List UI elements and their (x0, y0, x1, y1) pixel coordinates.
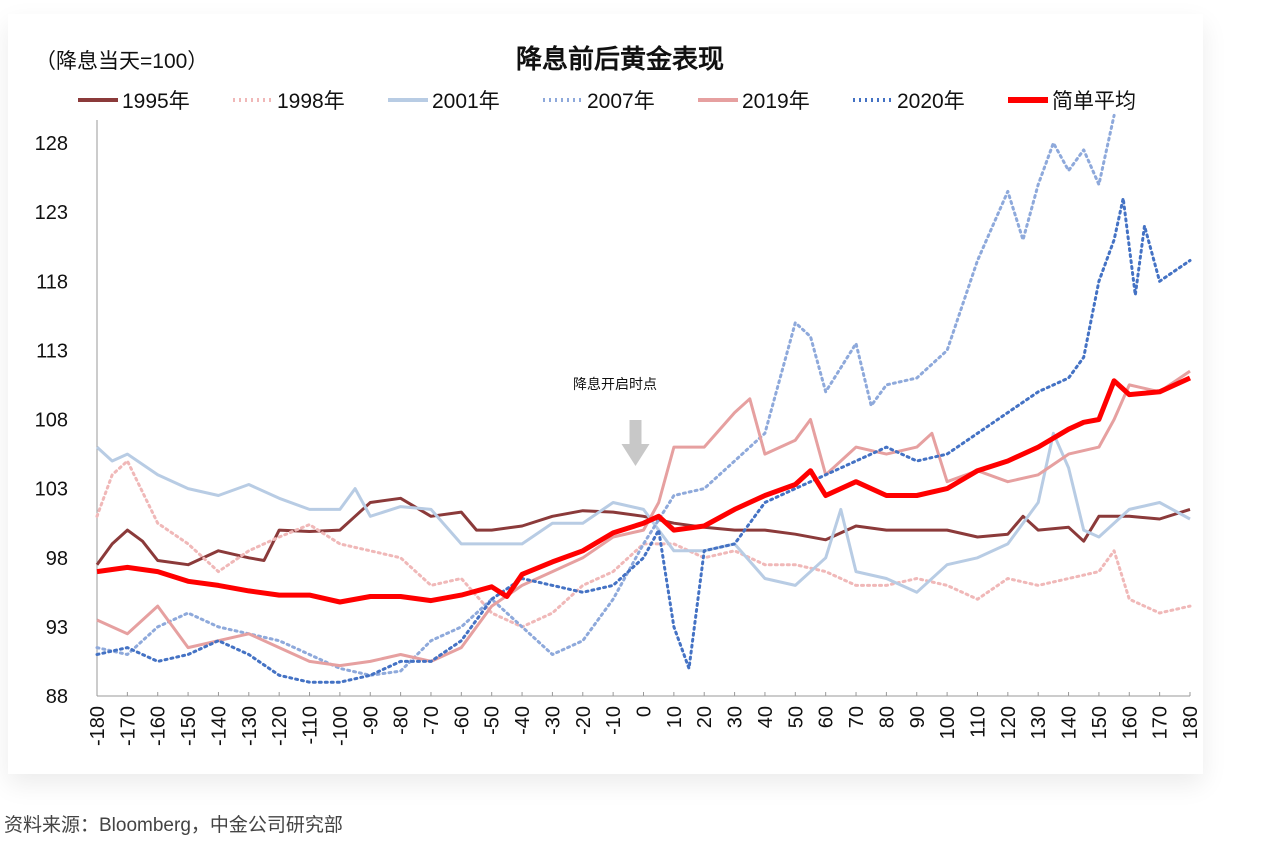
x-tick-label: -40 (512, 706, 534, 735)
x-tick-label: 40 (755, 706, 777, 728)
x-tick-label: 70 (846, 706, 868, 728)
y-tick-label: 93 (46, 617, 68, 639)
x-tick-label: 140 (1059, 706, 1081, 739)
y-tick-label: 98 (46, 548, 68, 570)
x-tick-label: -80 (391, 706, 413, 735)
x-tick-label: 0 (634, 706, 656, 717)
annotation-label: 降息开启时点 (573, 376, 657, 392)
x-tick-label: -30 (542, 706, 564, 735)
x-tick-label: -180 (87, 706, 109, 746)
x-tick-label: 80 (876, 706, 898, 728)
series-lines (95, 113, 1192, 684)
x-tick-label: 160 (1119, 706, 1141, 739)
x-tick-label: 170 (1150, 706, 1172, 739)
x-tick-label: 30 (725, 706, 747, 728)
y-tick-label: 108 (35, 410, 68, 432)
x-tick-label: -130 (239, 706, 261, 746)
axes: 88 93 98 103 108 113 118 123 128 -180 -170 -160 -150… (35, 120, 1202, 746)
x-tick-label: 150 (1089, 706, 1111, 739)
x-tick-label: -50 (482, 706, 504, 735)
down-arrow-icon (621, 420, 650, 466)
x-tick-label: -90 (360, 706, 382, 735)
x-tick-label: -110 (300, 706, 322, 745)
legend-label: 简单平均 (1052, 90, 1136, 113)
x-tick-label: -10 (603, 706, 625, 735)
line-chart: 降息前后黄金表现 （降息当天=100） 1995年 1998年 2001年 2007年… (35, 44, 1202, 746)
x-tick-label: 50 (785, 706, 807, 728)
legend-label: 2019年 (742, 90, 810, 113)
x-tick-label: 90 (907, 706, 929, 728)
x-tick-label: 110 (967, 706, 989, 738)
legend-label: 2020年 (897, 90, 965, 113)
legend: 1995年 1998年 2001年 2007年 2019年 2020年 简单平均 (78, 90, 1136, 113)
y-tick-label: 88 (46, 686, 68, 708)
y-tick-label: 103 (35, 479, 68, 501)
x-tick-label: -20 (573, 706, 595, 735)
series-line-2 (95, 431, 1191, 594)
series-line-6 (96, 375, 1192, 605)
x-tick-label: -140 (208, 706, 230, 746)
series-line-3 (95, 113, 1116, 677)
x-tick-label: 180 (1180, 706, 1202, 739)
x-tick-label: -70 (421, 706, 443, 735)
x-tick-label: -120 (269, 706, 291, 746)
y-tick-label: 123 (35, 202, 68, 224)
x-tick-label: 120 (998, 706, 1020, 739)
x-tick-label: 20 (694, 706, 716, 728)
rate-cut-annotation: 降息开启时点 (573, 376, 657, 466)
x-tick-label: -160 (148, 706, 170, 746)
series-line-5 (95, 196, 1192, 684)
legend-label: 1998年 (277, 90, 345, 113)
legend-label: 2001年 (432, 90, 500, 113)
x-tick-label: -170 (117, 706, 139, 746)
x-tick-label: -150 (178, 706, 200, 746)
legend-label: 1995年 (122, 90, 190, 113)
unit-note: （降息当天=100） (35, 50, 208, 73)
x-tick-label: -100 (330, 706, 352, 746)
legend-label: 2007年 (587, 90, 655, 113)
source-note: 资料来源：Bloomberg，中金公司研究部 (4, 815, 343, 836)
x-tick-label: 130 (1028, 706, 1050, 739)
x-tick-label: 100 (937, 706, 959, 739)
chart-title: 降息前后黄金表现 (516, 44, 724, 74)
y-tick-label: 128 (35, 133, 68, 155)
x-tick-label: 60 (816, 706, 838, 728)
y-tick-label: 118 (36, 271, 68, 293)
y-tick-label: 113 (36, 340, 68, 362)
series-line-4 (96, 369, 1191, 668)
x-tick-label: 10 (664, 706, 686, 728)
x-tick-label: -60 (451, 706, 473, 735)
